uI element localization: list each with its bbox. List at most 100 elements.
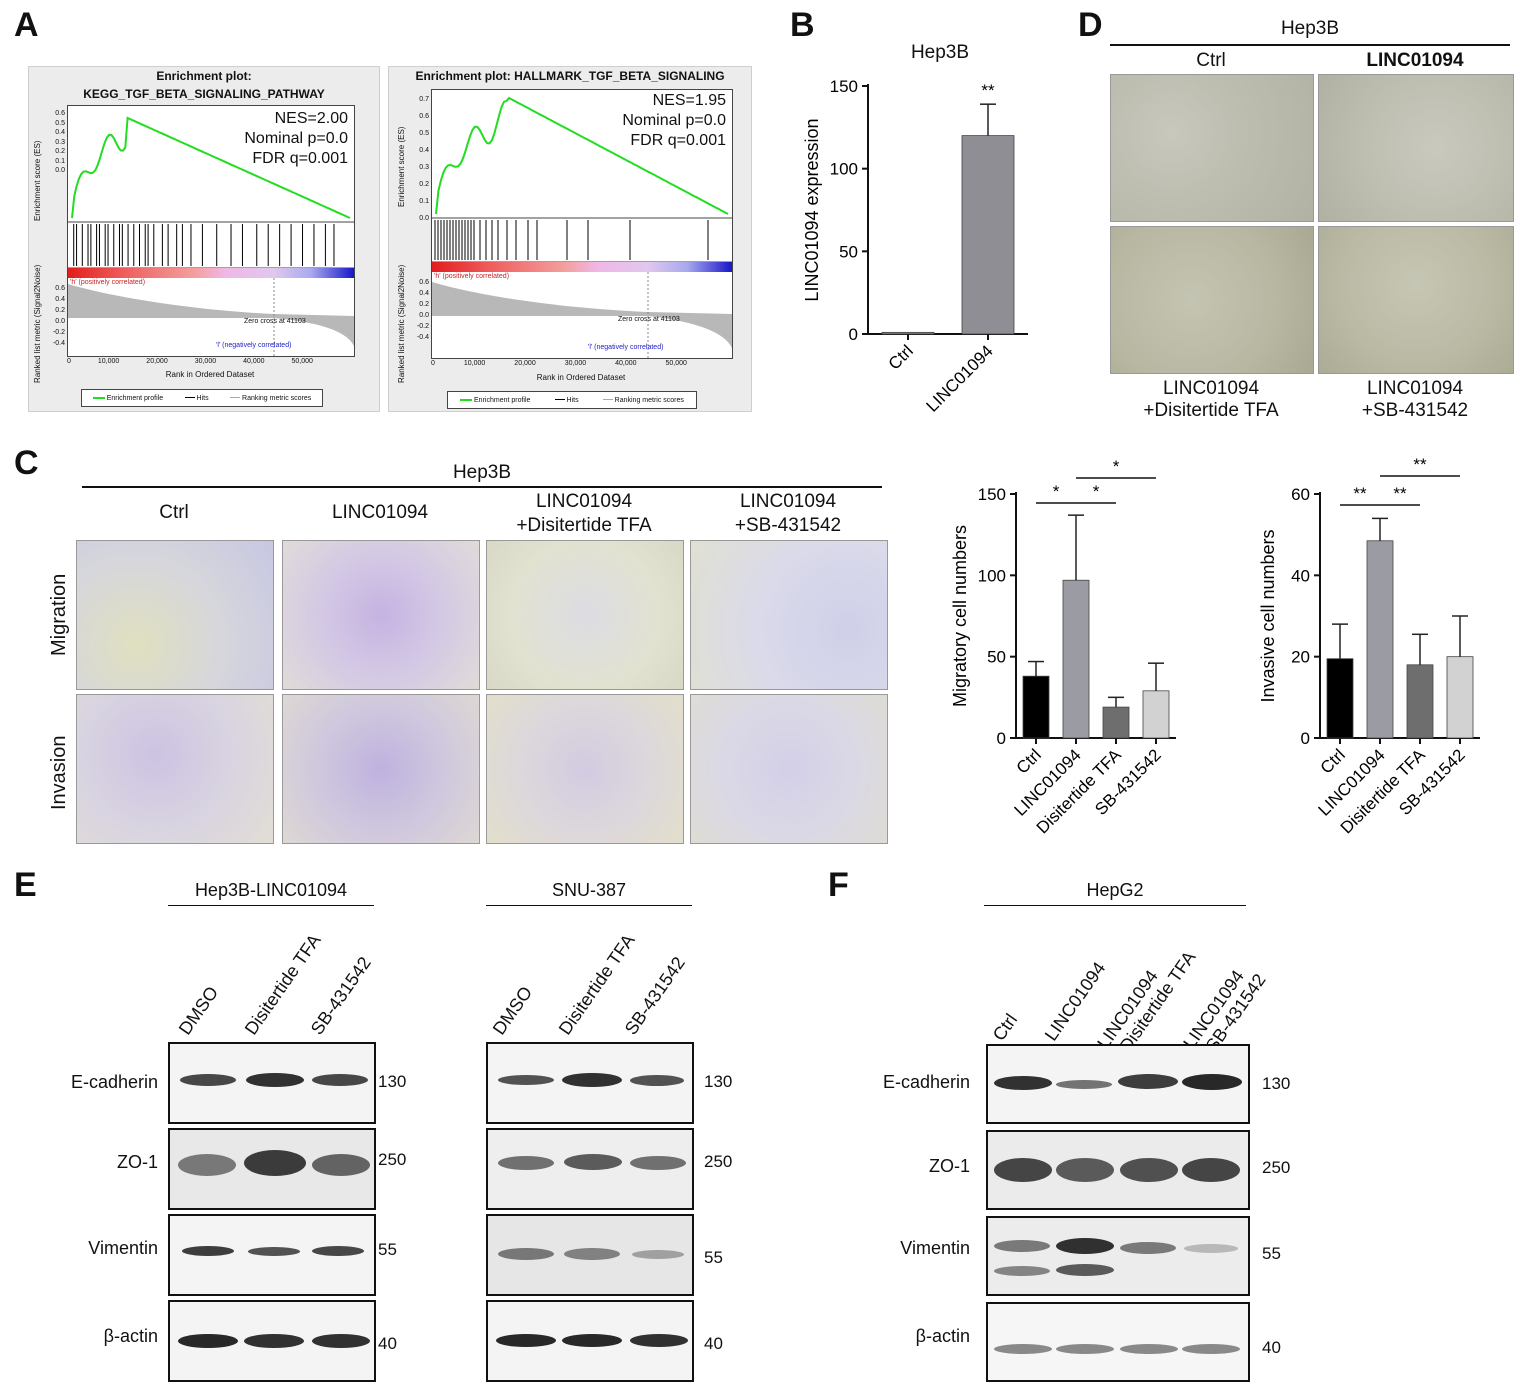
bar	[881, 331, 935, 335]
bar	[1022, 675, 1050, 739]
blot-e-left-vimentin	[168, 1214, 376, 1296]
nominal-p-value: Nominal p=0.0	[244, 130, 348, 147]
lane-label-dmso: DMSO	[488, 982, 537, 1039]
blot-e-left-beta-actin	[168, 1300, 376, 1382]
blot-e-right-vimentin	[486, 1214, 694, 1296]
y-tick-label: 50	[987, 648, 1006, 667]
y-tick-label: 0	[849, 325, 858, 344]
mw-label: 250	[378, 1150, 407, 1169]
lane-label-sb431542: SB-431542	[620, 953, 689, 1039]
y-tick-label: 0	[997, 729, 1006, 748]
y-tick-label: 100	[978, 566, 1006, 585]
blot-e-right-ecadherin	[486, 1042, 694, 1124]
gsea-curve-svg	[68, 116, 354, 356]
mw-label: 130	[378, 1072, 407, 1091]
y-axis-label: Invasive cell numbers	[1258, 529, 1278, 702]
bar	[961, 135, 1015, 335]
nes-value: NES=1.95	[652, 92, 726, 109]
enrichment-profile-line	[71, 116, 351, 219]
significance-marker: **	[1393, 484, 1407, 503]
blot-e-left-ecadherin	[168, 1042, 376, 1124]
rank-x-label: Rank in Ordered Dataset	[536, 373, 626, 382]
blot-row-beta-actin: β-actin	[915, 1326, 970, 1346]
bar	[1102, 706, 1130, 739]
micrograph-linc01094	[1318, 74, 1514, 222]
panel-c-title: Hep3B	[452, 462, 512, 483]
fdr-value: FDR q=0.001	[252, 150, 348, 167]
lane-label-ctrl: Ctrl	[988, 1010, 1022, 1045]
panel-c-col-disitertide: LINC01094 +Disitertide TFA	[516, 491, 652, 536]
chart-b-expression: 0 50 100 150 LINC01094 expression Ctrl LINC010…	[802, 77, 1028, 416]
es-ticks: 0.6 0.5 0.4 0.3 0.2 0.1 0.0	[55, 110, 65, 174]
bar	[1142, 690, 1170, 739]
y-tick-label: 20	[1291, 648, 1310, 667]
negatively-correlated-label: 'l' (negatively correlated)	[588, 344, 664, 351]
mw-label: 55	[1262, 1244, 1281, 1263]
mw-label: 40	[378, 1334, 397, 1353]
significance-marker: **	[1413, 455, 1427, 474]
panel-letter-c: C	[14, 444, 39, 482]
panel-letter-a: A	[14, 6, 39, 44]
y-tick-label: 100	[830, 160, 858, 179]
bar	[1446, 656, 1474, 739]
rank-heatbar	[432, 262, 732, 272]
bar	[1062, 579, 1090, 739]
metric-axis-label: Ranked list metric (Signal2Noise)	[397, 264, 406, 383]
invasion-linc01094-image	[282, 694, 480, 844]
fdr-value: FDR q=0.001	[630, 132, 726, 149]
blot-e-left-zo1	[168, 1128, 376, 1210]
gsea-legend: Enrichment profile Hits Ranking metric s…	[447, 391, 697, 409]
mw-label: 250	[1262, 1158, 1291, 1177]
hits-bars	[434, 220, 709, 260]
gsea-title-line1: Enrichment plot:	[156, 69, 252, 83]
lane-label-sb431542: SB-431542	[306, 953, 375, 1039]
blot-row-zo1: ZO-1	[928, 1156, 970, 1176]
y-tick-label: 150	[978, 485, 1006, 504]
es-axis-label: Enrichment score (ES)	[397, 126, 406, 207]
blot-row-zo1: ZO-1	[116, 1152, 158, 1172]
x-tick-label: LINC01094	[923, 341, 997, 415]
invasion-disitertide-image	[486, 694, 684, 844]
x-tick-label: Ctrl	[1013, 745, 1045, 777]
negatively-correlated-label: 'l' (negatively correlated)	[216, 342, 292, 349]
row-label-invasion: Invasion	[48, 735, 70, 811]
significance-marker: **	[1353, 484, 1367, 503]
y-tick-label: 0	[1301, 729, 1310, 748]
x-tick-label: Ctrl	[885, 341, 917, 373]
metric-ticks: 0.6 0.4 0.2 0.0 -0.2 -0.4	[52, 285, 65, 347]
mw-label: 130	[704, 1072, 733, 1091]
metric-ticks: 0.6 0.4 0.2 0.0 -0.2 -0.4	[416, 279, 429, 341]
gsea-title-line2: KEGG_TGF_BETA_SIGNALING_PATHWAY	[83, 87, 325, 101]
gsea-title: Enrichment plot: HALLMARK_TGF_BETA_SIGNA…	[415, 69, 725, 83]
blot-f-beta-actin	[986, 1302, 1250, 1382]
blot-f-vimentin	[986, 1216, 1250, 1296]
panel-d-title-rule	[1110, 44, 1510, 46]
nes-value: NES=2.00	[274, 110, 348, 127]
y-axis-label: Migratory cell numbers	[950, 525, 970, 707]
panel-e-right-rule	[486, 905, 692, 906]
panel-c-col-sb431542: LINC01094 +SB-431542	[734, 491, 842, 536]
chart-b-title: Hep3B	[910, 42, 970, 63]
blot-row-vimentin: Vimentin	[88, 1238, 158, 1258]
mw-label: 40	[704, 1334, 723, 1353]
panel-e-right-title: SNU-387	[551, 880, 627, 900]
rank-x-label: Rank in Ordered Dataset	[165, 370, 255, 379]
row-label-migration: Migration	[48, 573, 70, 656]
significance-marker: **	[981, 81, 995, 100]
invasion-sb431542-image	[690, 694, 888, 844]
invasion-ctrl-image	[76, 694, 274, 844]
panel-f-title: HepG2	[1086, 880, 1144, 900]
bar	[1366, 540, 1394, 739]
hits-bars	[73, 224, 335, 266]
ranking-metric-area	[68, 284, 354, 346]
blot-row-vimentin: Vimentin	[900, 1238, 970, 1258]
micrograph-ctrl	[1110, 74, 1314, 222]
y-tick-label: 60	[1291, 485, 1310, 504]
x-tick-label: Ctrl	[1317, 745, 1349, 777]
rank-x-ticks: 0 10,000 20,000 30,000 40,000 50,000	[67, 358, 313, 365]
rank-heatbar	[68, 268, 354, 278]
gsea-curve-svg	[432, 96, 732, 358]
rank-x-ticks: 0 10,000 20,000 30,000 40,000 50,000	[431, 360, 687, 367]
